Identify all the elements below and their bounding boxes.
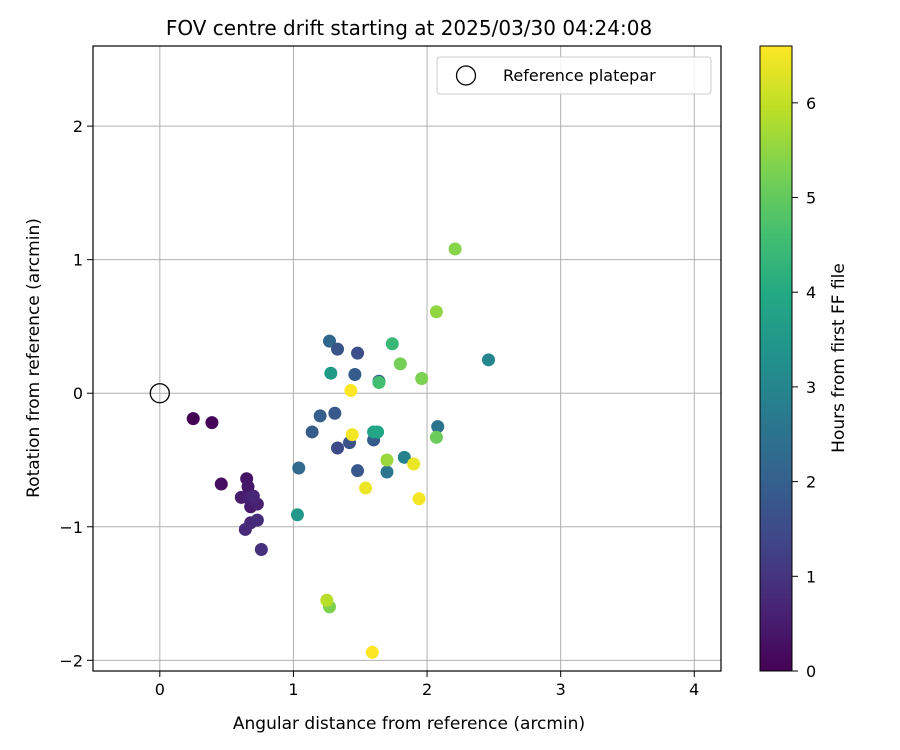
data-point: [482, 353, 496, 367]
legend-marker-reference: [455, 65, 477, 86]
y-tick-label: −1: [59, 518, 83, 537]
colorbar-tick-label: 6: [806, 94, 816, 113]
data-point: [365, 645, 379, 659]
data-point: [415, 372, 429, 386]
data-point: [371, 425, 385, 439]
data-point: [324, 366, 338, 380]
data-point: [380, 465, 394, 479]
data-point: [328, 406, 342, 420]
data-point: [448, 242, 462, 256]
data-point: [254, 542, 268, 556]
colorbar-tick-label: 2: [806, 473, 816, 492]
y-axis-label: Rotation from reference (arcmin): [24, 218, 44, 498]
x-tick-label: 0: [155, 680, 165, 699]
colorbar-label: Hours from first FF file: [829, 263, 849, 453]
y-tick-label: 2: [73, 117, 83, 136]
x-axis-ticks: 0 1 2 3 4: [155, 671, 699, 699]
colorbar: [759, 45, 793, 672]
data-point: [380, 453, 394, 467]
data-point: [292, 461, 306, 475]
data-point: [313, 409, 327, 423]
data-point: [205, 416, 219, 430]
data-point: [323, 334, 337, 348]
x-tick-label: 1: [288, 680, 298, 699]
legend-box: [436, 56, 712, 95]
colorbar-tick-label: 0: [806, 662, 816, 681]
data-point: [290, 508, 304, 522]
reference-point: [149, 383, 170, 404]
data-point: [397, 450, 411, 464]
data-point: [431, 420, 445, 434]
data-point: [320, 593, 334, 607]
data-point: [385, 337, 399, 351]
legend: Reference platepar: [436, 56, 712, 95]
data-point: [305, 425, 319, 439]
x-tick-label: 4: [689, 680, 699, 699]
legend-label-reference: Reference platepar: [503, 66, 656, 85]
data-point: [351, 346, 365, 360]
data-point: [359, 481, 373, 495]
y-tick-label: −2: [59, 651, 83, 670]
data-point: [331, 342, 345, 356]
data-point: [250, 513, 264, 527]
colorbar-tick-label: 1: [806, 567, 816, 586]
data-points: [186, 242, 496, 659]
data-point: [345, 428, 359, 442]
data-point: [348, 368, 362, 382]
y-axis-ticks: −2 −1 0 1 2: [59, 117, 93, 670]
reference-marker: [149, 383, 170, 404]
y-tick-label: 0: [73, 384, 83, 403]
data-point: [238, 522, 252, 536]
colorbar-tick-label: 4: [806, 283, 816, 302]
chart-title: FOV centre drift starting at 2025/03/30 …: [166, 16, 652, 40]
data-point: [429, 430, 443, 444]
plot-frame: [92, 45, 722, 672]
data-point: [372, 376, 386, 390]
data-point: [214, 477, 228, 491]
data-point: [412, 492, 426, 506]
colorbar-ticks: 0 1 2 3 4 5 6: [792, 94, 816, 681]
colorbar-tick-label: 3: [806, 378, 816, 397]
colorbar-tick-label: 5: [806, 189, 816, 208]
x-tick-label: 3: [556, 680, 566, 699]
data-point: [393, 357, 407, 371]
x-tick-label: 2: [422, 680, 432, 699]
grid-lines: [93, 46, 721, 671]
data-point: [407, 457, 421, 471]
data-point: [344, 384, 358, 398]
data-point: [351, 464, 365, 478]
data-point: [246, 489, 260, 503]
data-point: [186, 412, 200, 426]
data-point: [331, 441, 345, 455]
x-axis-label: Angular distance from reference (arcmin): [233, 714, 585, 734]
data-point: [429, 305, 443, 319]
y-tick-label: 1: [73, 251, 83, 270]
plot-area: [93, 46, 721, 671]
